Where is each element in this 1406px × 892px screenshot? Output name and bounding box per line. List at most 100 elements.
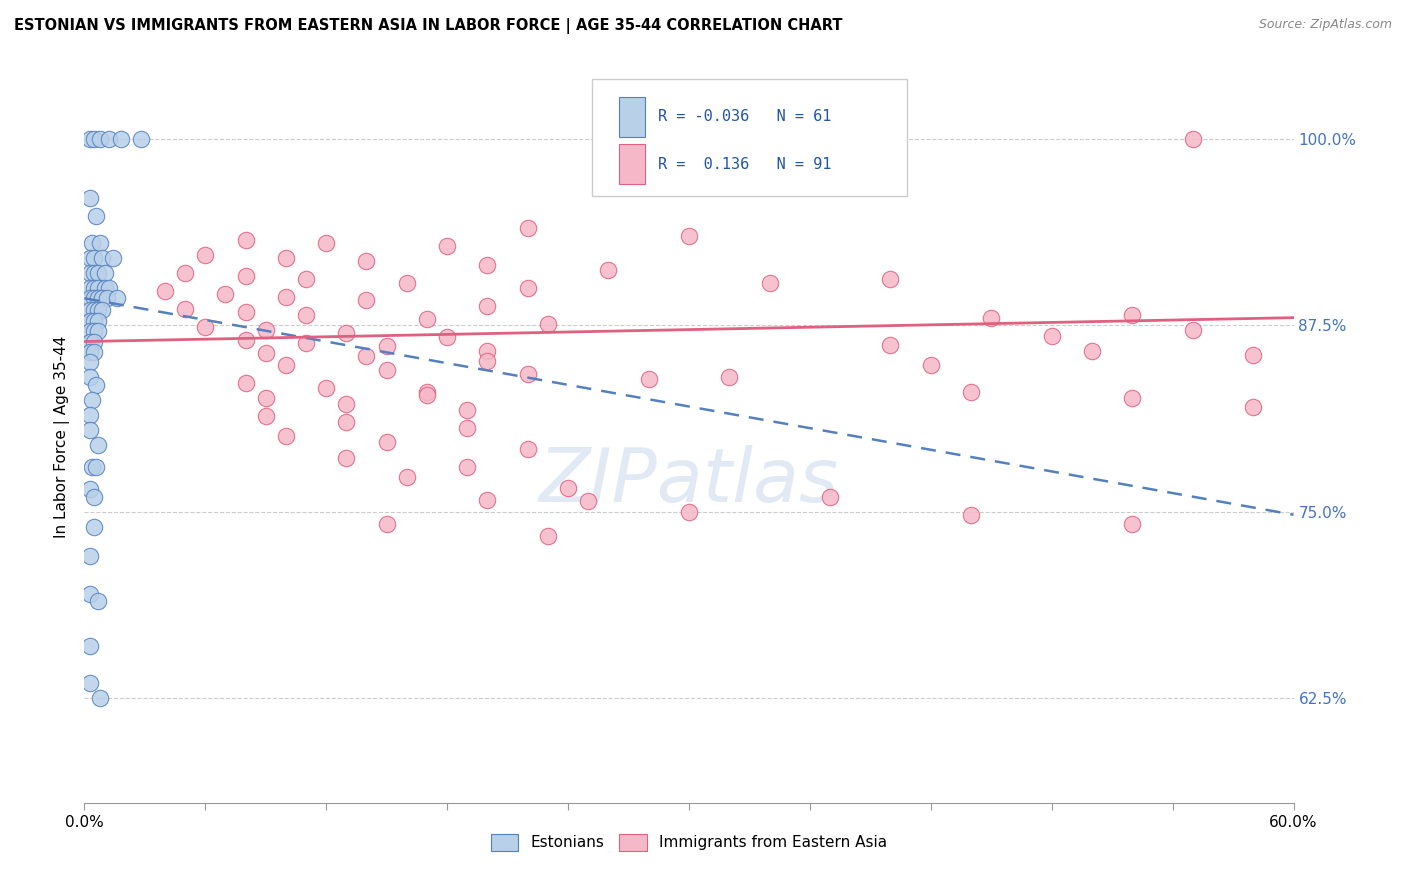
- Point: [1121, 516, 1143, 531]
- Text: Source: ZipAtlas.com: Source: ZipAtlas.com: [1258, 18, 1392, 31]
- Point: [1121, 391, 1143, 405]
- Point: [477, 343, 499, 358]
- Point: [82, 235, 104, 250]
- Point: [920, 359, 942, 373]
- Point: [87, 437, 110, 451]
- Point: [235, 333, 257, 347]
- Point: [91, 303, 114, 318]
- Point: [516, 368, 538, 382]
- Point: [194, 248, 217, 262]
- Point: [87, 281, 110, 295]
- Point: [83, 519, 105, 533]
- Text: R =  0.136   N = 91: R = 0.136 N = 91: [658, 157, 831, 172]
- Point: [678, 505, 700, 519]
- Point: [456, 403, 478, 417]
- Point: [416, 385, 439, 400]
- Point: [83, 345, 105, 359]
- Point: [83, 334, 105, 349]
- Point: [89, 235, 111, 250]
- Point: [416, 388, 439, 402]
- Point: [83, 251, 105, 265]
- Point: [101, 251, 124, 265]
- Point: [315, 235, 337, 250]
- Point: [86, 459, 108, 474]
- Point: [79, 131, 101, 145]
- Point: [83, 131, 105, 145]
- Point: [87, 291, 110, 305]
- Point: [477, 299, 499, 313]
- FancyBboxPatch shape: [619, 96, 645, 136]
- Point: [295, 308, 318, 322]
- FancyBboxPatch shape: [619, 145, 645, 185]
- Point: [477, 354, 499, 368]
- Point: [89, 691, 111, 706]
- Point: [83, 303, 105, 318]
- Point: [335, 450, 357, 465]
- Point: [79, 334, 101, 349]
- Point: [678, 228, 700, 243]
- Point: [375, 363, 398, 377]
- Point: [879, 272, 901, 286]
- Point: [235, 268, 257, 283]
- Legend: Estonians, Immigrants from Eastern Asia: Estonians, Immigrants from Eastern Asia: [485, 828, 893, 857]
- Point: [235, 376, 257, 391]
- Point: [235, 233, 257, 247]
- Point: [79, 549, 101, 564]
- Point: [83, 291, 105, 305]
- Point: [214, 286, 236, 301]
- Point: [1241, 348, 1264, 362]
- Point: [93, 281, 115, 295]
- Point: [235, 304, 257, 318]
- Point: [86, 209, 108, 223]
- Point: [79, 483, 101, 497]
- Point: [477, 492, 499, 507]
- Point: [91, 251, 114, 265]
- Point: [356, 293, 378, 307]
- Point: [758, 277, 780, 291]
- Point: [93, 266, 115, 280]
- Point: [356, 254, 378, 268]
- Point: [274, 359, 297, 373]
- Point: [87, 594, 110, 608]
- Point: [254, 323, 277, 337]
- Point: [1384, 326, 1406, 340]
- Point: [82, 392, 104, 407]
- Point: [96, 291, 118, 305]
- Point: [82, 459, 104, 474]
- Point: [980, 310, 1002, 325]
- Point: [83, 313, 105, 327]
- Point: [1181, 323, 1204, 337]
- Point: [194, 319, 217, 334]
- Point: [335, 415, 357, 429]
- Point: [91, 291, 114, 305]
- Point: [86, 377, 108, 392]
- Point: [436, 330, 458, 344]
- Point: [79, 303, 101, 318]
- Point: [356, 350, 378, 364]
- Point: [416, 312, 439, 326]
- Point: [516, 281, 538, 295]
- Point: [79, 355, 101, 369]
- Point: [105, 291, 128, 305]
- Point: [79, 676, 101, 690]
- Point: [79, 251, 101, 265]
- Point: [79, 313, 101, 327]
- Point: [436, 239, 458, 253]
- Point: [83, 490, 105, 504]
- Point: [79, 587, 101, 601]
- Point: [87, 324, 110, 338]
- Point: [274, 251, 297, 265]
- Text: ZIPatlas: ZIPatlas: [538, 445, 839, 517]
- Point: [1121, 308, 1143, 322]
- Point: [174, 301, 197, 316]
- Point: [1241, 401, 1264, 415]
- Point: [557, 481, 579, 495]
- Point: [110, 131, 132, 145]
- Point: [456, 421, 478, 435]
- Text: R = -0.036   N = 61: R = -0.036 N = 61: [658, 109, 831, 124]
- Point: [516, 442, 538, 456]
- Point: [274, 290, 297, 304]
- Point: [1081, 343, 1104, 358]
- FancyBboxPatch shape: [592, 78, 907, 195]
- Point: [83, 324, 105, 338]
